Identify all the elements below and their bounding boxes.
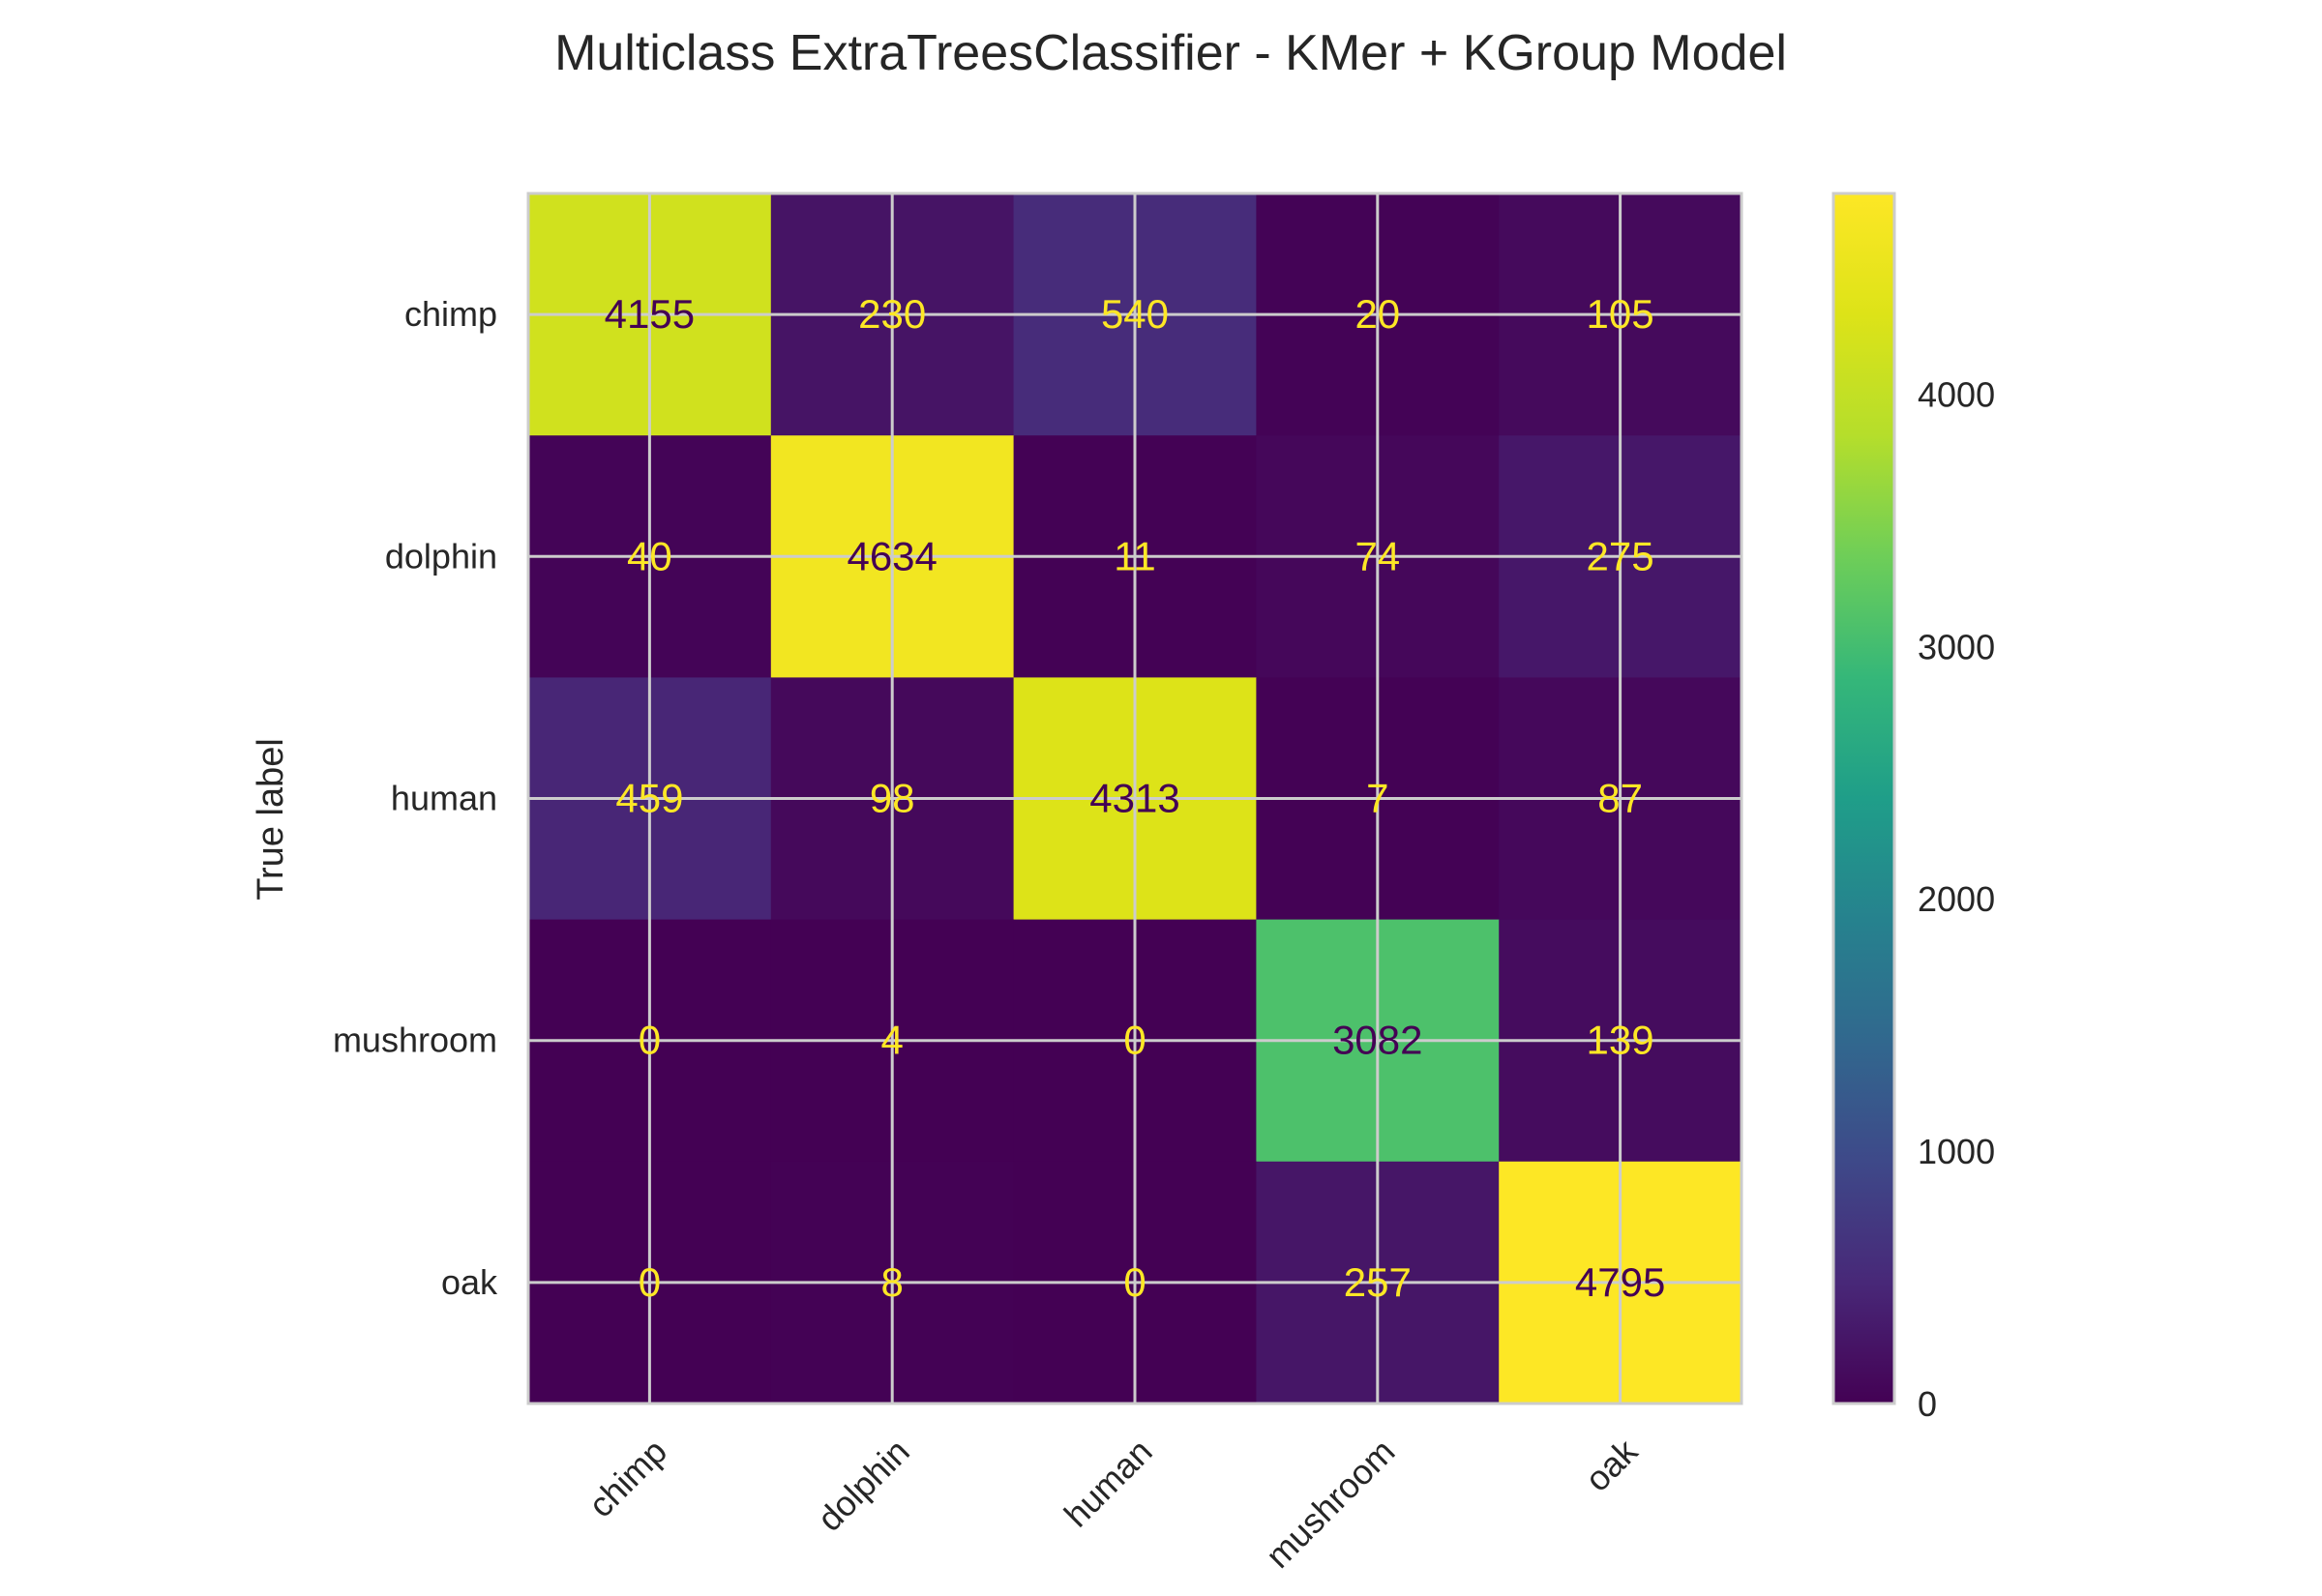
cell-value-label: 275 [1587,533,1654,578]
cell-value-label: 20 [1354,291,1400,337]
colorbar-tick-label: 0 [1918,1384,1937,1424]
cell-value-label: 459 [615,776,683,821]
cell-value-label: 4313 [1089,776,1179,821]
cell-value-label: 11 [1114,533,1156,578]
cell-value-label: 3082 [1332,1018,1422,1063]
cell-value-label: 4155 [605,291,695,337]
x-tick-label: oak [1577,1431,1646,1499]
colorbar-tick-label: 3000 [1918,627,1995,666]
plot-frame [526,192,1743,1405]
cell-value-label: 8 [881,1259,904,1305]
cell-value-label: 105 [1587,291,1654,337]
cell-value-label: 4795 [1575,1259,1665,1305]
x-tick-label: human [1057,1432,1160,1535]
cell-value-label: 257 [1344,1259,1412,1305]
cell-value-label: 0 [1123,1018,1146,1063]
colorbar-tick-label: 4000 [1918,374,1995,414]
cell-value-label: 0 [1123,1259,1146,1305]
x-tick-label: dolphin [810,1432,917,1539]
cell-value-label: 74 [1354,533,1400,578]
cell-value-label: 98 [870,776,915,821]
cell-value-label: 230 [858,291,926,337]
cell-value-label: 87 [1597,776,1643,821]
y-tick-label: dolphin [385,536,497,576]
colorbar [1831,192,1896,1405]
colorbar-tick-label: 1000 [1918,1132,1995,1171]
x-tick-label: mushroom [1258,1432,1402,1576]
cell-value-label: 0 [639,1018,661,1063]
chart-title: Multiclass ExtraTreesClassifier - KMer +… [554,25,1787,81]
cell-value-label: 540 [1101,291,1169,337]
y-tick-label: human [391,779,497,818]
colorbar-tick-label: 2000 [1918,879,1995,919]
cell-value-label: 139 [1587,1018,1654,1063]
cell-value-label: 0 [639,1259,661,1305]
colorbar-tick-labels: 0 1000 2000 3000 4000 [1918,374,1995,1424]
y-axis-label: True label [251,738,291,901]
x-tick-label: chimp [580,1432,674,1525]
y-tick-label: chimp [404,294,497,334]
gridlines [528,193,1742,1404]
cell-value-label: 40 [627,533,672,578]
cell-value-label: 4 [881,1018,904,1063]
cell-value-label: 7 [1366,776,1388,821]
y-tick-label: oak [441,1262,498,1302]
y-tick-labels: chimp dolphin human mushroom oak [333,294,498,1302]
x-tick-labels: chimp dolphin human mushroom oak [580,1431,1646,1576]
y-tick-label: mushroom [333,1020,497,1060]
cell-value-label: 4634 [847,533,937,578]
